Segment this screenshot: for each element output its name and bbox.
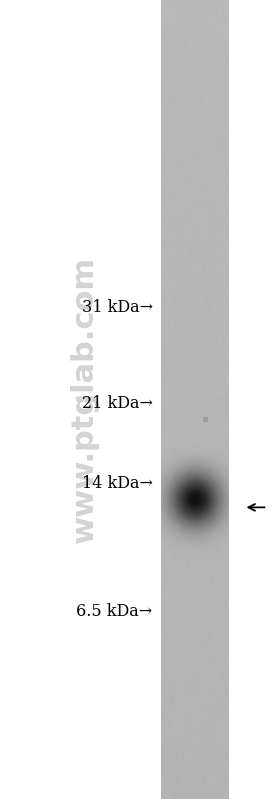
- Text: www.ptglab.com: www.ptglab.com: [69, 256, 99, 543]
- Text: 6.5 kDa→: 6.5 kDa→: [76, 602, 153, 620]
- Text: 31 kDa→: 31 kDa→: [81, 299, 153, 316]
- Text: 14 kDa→: 14 kDa→: [82, 475, 153, 492]
- Text: 21 kDa→: 21 kDa→: [82, 395, 153, 412]
